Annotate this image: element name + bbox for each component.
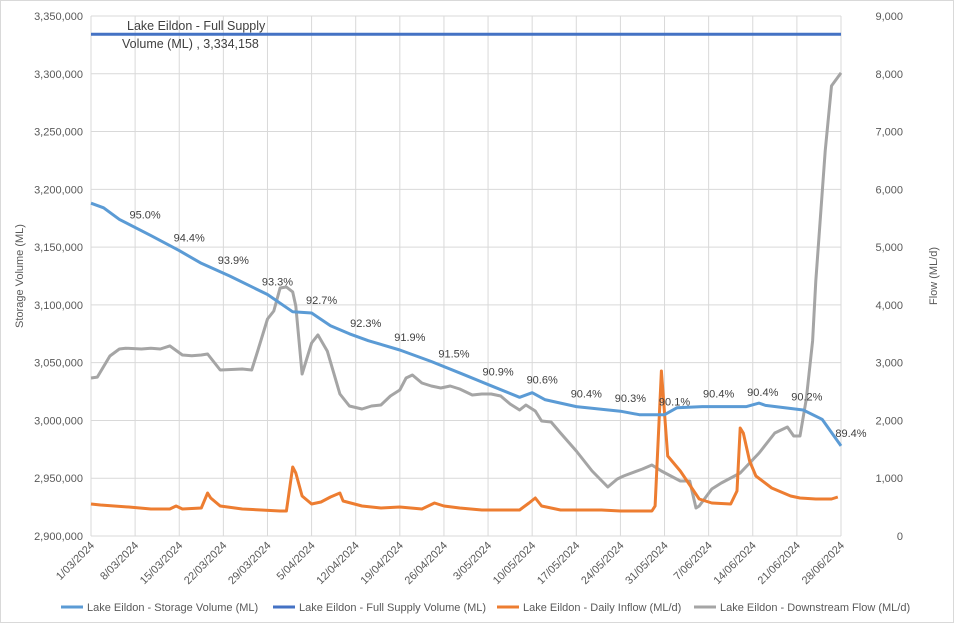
legend-label: Lake Eildon - Full Supply Volume (ML) (299, 602, 486, 614)
legend: Lake Eildon - Storage Volume (ML) Lake Ei… (61, 602, 910, 614)
x-tick-label: 19/04/2024 (359, 540, 406, 587)
x-tick-label: 17/05/2024 (535, 540, 582, 587)
y-tick-label: 2,900,000 (34, 531, 83, 543)
storage-percent-label: 90.4% (703, 389, 734, 401)
storage-percent-label: 90.4% (747, 387, 778, 399)
y2-tick-label: 4,000 (875, 300, 903, 312)
storage-percent-label: 91.5% (438, 349, 469, 361)
y-tick-label: 3,100,000 (34, 300, 83, 312)
data-labels: 95.0% 94.4% 93.9% 93.3% 92.7% 92.3% 91.9% 91.5%… (130, 209, 867, 439)
storage-percent-label: 90.9% (482, 366, 513, 378)
storage-percent-label: 89.4% (835, 428, 866, 440)
x-tick-label: 15/03/2024 (138, 540, 185, 587)
storage-percent-label: 90.3% (615, 393, 646, 405)
series-line-2 (90, 369, 839, 513)
x-tick-label: 22/03/2024 (182, 540, 229, 587)
storage-percent-label: 91.9% (394, 332, 425, 344)
y2-tick-label: 6,000 (875, 184, 903, 196)
y2-tick-label: 1,000 (875, 473, 903, 485)
x-tick-label: 5/04/2024 (275, 540, 318, 583)
x-tick-label: 28/06/2024 (800, 540, 847, 587)
axes: 2,900,000 0 2,950,000 1,000 3,000,000 2,000 3,… (34, 11, 903, 587)
x-tick-label: 12/04/2024 (314, 540, 361, 587)
storage-percent-label: 90.4% (571, 389, 602, 401)
y-tick-label: 3,350,000 (34, 11, 83, 23)
x-tick-label: 31/05/2024 (623, 540, 670, 587)
storage-percent-label: 93.9% (218, 255, 249, 267)
y2-tick-label: 8,000 (875, 69, 903, 81)
storage-percent-label: 94.4% (174, 233, 205, 245)
x-tick-label: 24/05/2024 (579, 540, 626, 587)
series-line-0 (90, 201, 843, 447)
y2-tick-label: 7,000 (875, 127, 903, 139)
y-tick-label: 3,150,000 (34, 242, 83, 254)
full-supply-annotation-line2: Volume (ML) , 3,334,158 (122, 37, 259, 51)
gridlines (90, 15, 842, 537)
y2-tick-label: 5,000 (875, 242, 903, 254)
y-tick-label: 3,200,000 (34, 184, 83, 196)
x-tick-label: 26/04/2024 (403, 540, 450, 587)
x-tick-label: 14/06/2024 (711, 540, 758, 587)
storage-percent-label: 90.6% (527, 375, 558, 387)
y2-tick-label: 0 (897, 531, 903, 543)
y-tick-label: 3,250,000 (34, 127, 83, 139)
legend-label: Lake Eildon - Downstream Flow (ML/d) (720, 602, 910, 614)
storage-percent-label: 92.3% (350, 318, 381, 330)
x-tick-label: 1/03/2024 (54, 540, 97, 583)
storage-percent-label: 95.0% (130, 209, 161, 221)
x-tick-label: 3/05/2024 (451, 540, 494, 583)
legend-label: Lake Eildon - Daily Inflow (ML/d) (523, 602, 681, 614)
y2-tick-label: 2,000 (875, 415, 903, 427)
y-tick-label: 3,300,000 (34, 69, 83, 81)
y-tick-label: 2,950,000 (34, 473, 83, 485)
y-tick-label: 3,000,000 (34, 415, 83, 427)
storage-percent-label: 90.2% (791, 391, 822, 403)
full-supply-annotation-line1: Lake Eildon - Full Supply (127, 19, 266, 33)
series-lines (90, 32, 843, 513)
x-tick-label: 29/03/2024 (226, 540, 273, 587)
storage-percent-label: 92.7% (306, 295, 337, 307)
series-line-3 (90, 72, 843, 510)
x-tick-label: 8/03/2024 (98, 540, 141, 583)
storage-percent-label: 93.3% (262, 276, 293, 288)
x-tick-label: 10/05/2024 (491, 540, 538, 587)
x-tick-label: 7/06/2024 (672, 540, 715, 583)
y2-axis-title: Flow (ML/d) (928, 247, 940, 305)
legend-label: Lake Eildon - Storage Volume (ML) (87, 602, 258, 614)
y-tick-label: 3,050,000 (34, 358, 83, 370)
y2-tick-label: 3,000 (875, 358, 903, 370)
y-axis-title: Storage Volume (ML) (14, 224, 26, 328)
y2-tick-label: 9,000 (875, 11, 903, 23)
x-tick-label: 21/06/2024 (756, 540, 803, 587)
storage-percent-label: 90.1% (659, 397, 690, 409)
